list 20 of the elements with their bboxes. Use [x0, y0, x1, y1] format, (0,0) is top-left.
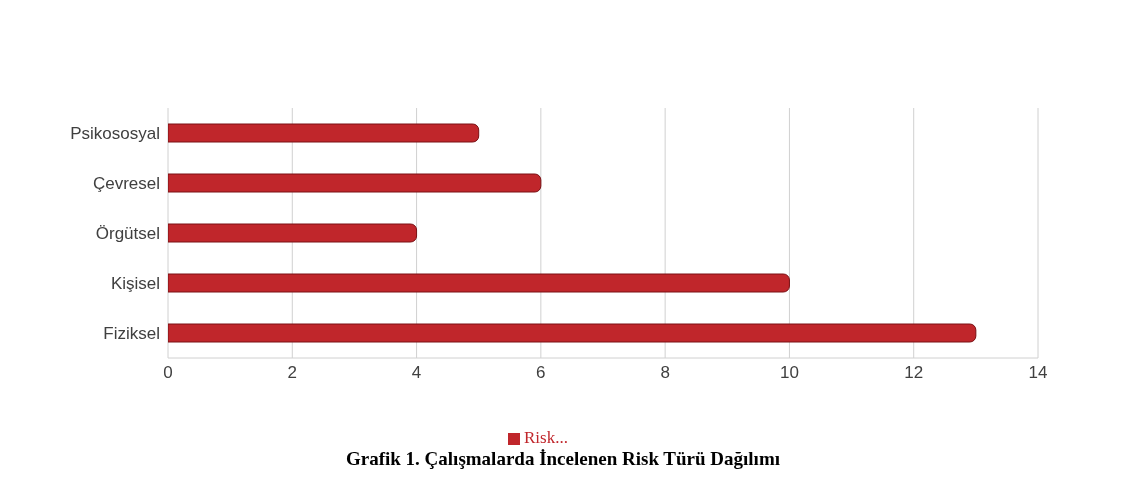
x-tick-label: 14 [1028, 363, 1048, 383]
bar [168, 173, 542, 193]
x-tick-label: 10 [779, 363, 799, 383]
y-tick-label: Psikososyal [70, 124, 160, 144]
x-tick-label: 8 [660, 363, 670, 383]
bar [168, 123, 480, 143]
y-tick-label: Fiziksel [103, 324, 160, 344]
x-tick-label: 12 [904, 363, 924, 383]
x-tick-label: 0 [163, 363, 173, 383]
x-tick-label: 2 [287, 363, 298, 383]
y-tick-label: Örgütsel [95, 224, 160, 244]
bar [168, 323, 977, 343]
legend-label: Risk... [524, 428, 568, 447]
x-tick-label: 4 [411, 363, 422, 383]
y-tick-label: Kişisel [110, 274, 160, 294]
x-tick-label: 6 [536, 363, 546, 383]
bar [168, 223, 418, 243]
y-tick-label: Çevresel [92, 174, 160, 194]
text: Grafik 1. Çalışmalarda İncelenen Risk Türü Dağılımı [344, 448, 781, 470]
bar [168, 273, 790, 293]
